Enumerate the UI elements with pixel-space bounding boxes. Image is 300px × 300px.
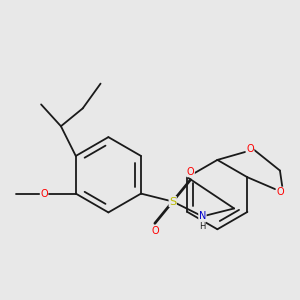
Text: O: O bbox=[246, 144, 254, 154]
Text: N: N bbox=[199, 212, 206, 221]
Text: O: O bbox=[151, 226, 159, 236]
Text: O: O bbox=[276, 187, 284, 197]
Text: O: O bbox=[40, 189, 48, 199]
Text: H: H bbox=[199, 222, 206, 231]
Text: O: O bbox=[187, 167, 194, 177]
Text: S: S bbox=[169, 196, 176, 206]
